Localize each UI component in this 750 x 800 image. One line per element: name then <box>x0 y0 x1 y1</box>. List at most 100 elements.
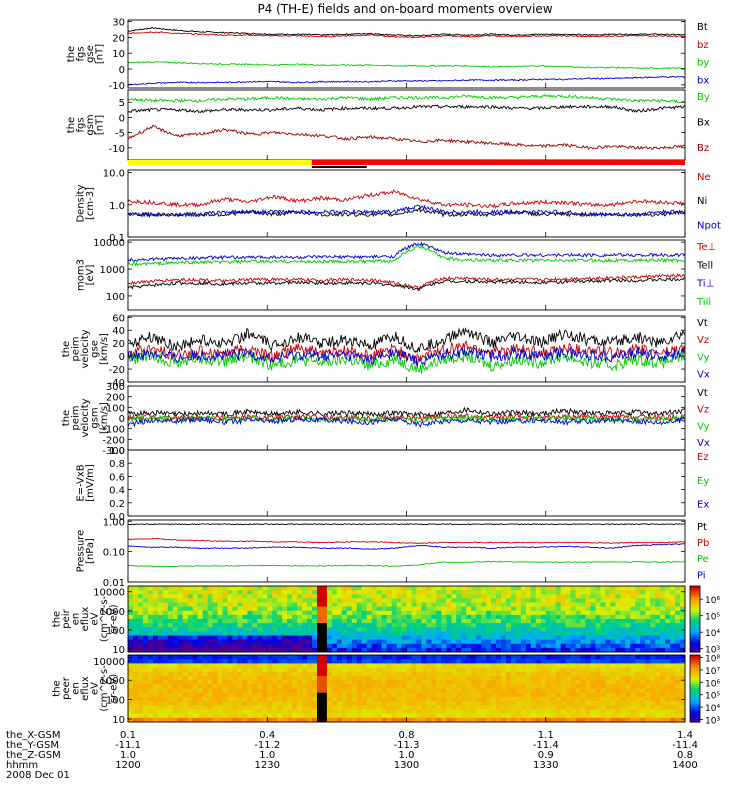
spectrogram-cell <box>506 709 512 715</box>
spectrogram-cell <box>665 610 671 616</box>
panel-frame <box>127 169 686 238</box>
spectrogram-cell <box>635 639 641 645</box>
spectrogram-cell <box>242 717 248 723</box>
spectrogram-cell <box>222 663 228 669</box>
spectrogram-cell <box>590 705 596 710</box>
spectrogram-cell <box>182 598 189 603</box>
spectrogram-cell <box>222 709 228 715</box>
spectrogram-cell <box>366 663 373 669</box>
spectrogram-cell <box>207 675 214 681</box>
spectrogram-cell <box>456 717 462 723</box>
spectrogram-cell <box>222 655 228 660</box>
spectrogram-cell <box>137 627 144 632</box>
spectrogram-cell <box>501 705 507 710</box>
spectrogram-cell <box>207 631 214 636</box>
spectrogram-cell <box>540 602 547 608</box>
spectrogram-cell <box>133 659 139 664</box>
spectrogram-cell <box>545 655 552 660</box>
spectrogram-cell <box>675 688 681 694</box>
spectrogram-cell <box>605 647 611 653</box>
spectrogram-cell <box>381 619 388 624</box>
spectrogram-cell <box>476 594 482 599</box>
spectrogram-cell <box>356 713 363 719</box>
y-tick-label: 0.2 <box>109 499 125 510</box>
spectrogram-cell <box>202 647 209 653</box>
y-tick-label: 1.0 <box>109 201 125 212</box>
spectrogram-cell <box>620 684 626 689</box>
spectrogram-cell <box>217 655 223 660</box>
spectrogram-cell <box>555 590 562 595</box>
spectrogram-cell <box>496 639 502 645</box>
spectrogram-cell <box>381 688 388 694</box>
spectrogram-cell <box>232 586 238 591</box>
spectrogram-cell <box>322 635 328 641</box>
spectrogram-cell <box>391 631 398 636</box>
spectrogram-cell <box>142 631 149 636</box>
spectrogram-cell <box>650 705 656 710</box>
spectrogram-cell <box>610 631 616 636</box>
spectrogram-cell <box>331 696 338 702</box>
spectrogram-cell <box>177 713 184 719</box>
spectrogram-cell <box>570 647 577 653</box>
spectrogram-cell <box>615 627 621 632</box>
spectrogram-cell <box>436 680 442 685</box>
spectrogram-cell <box>625 610 631 616</box>
ephem-label-date: 2008 Dec 01 <box>6 770 70 781</box>
spectrogram-cell <box>501 606 507 612</box>
spectrogram-cell <box>446 606 452 612</box>
spectrogram-cell <box>292 627 298 632</box>
spectrogram-cell <box>277 684 283 689</box>
spectrogram-cell <box>307 602 313 608</box>
spectrogram-cell <box>267 696 273 702</box>
spectrogram-cell <box>481 701 487 706</box>
spectrogram-cell <box>456 623 462 628</box>
spectrogram-cell <box>630 684 636 689</box>
spectrogram-cell <box>680 614 686 620</box>
spectrogram-cell <box>267 606 273 612</box>
spectrogram-cell <box>510 643 517 649</box>
spectrogram-cell <box>406 631 412 636</box>
spectrogram-cell <box>252 647 258 653</box>
spectrogram-cell <box>665 705 671 710</box>
spectrogram-cell <box>575 614 582 620</box>
spectrogram-cell <box>555 659 562 664</box>
spectrogram-cell <box>157 717 164 723</box>
spectrogram-cell <box>322 606 328 612</box>
spectrogram-cell <box>640 614 646 620</box>
spectrogram-cell <box>431 696 437 702</box>
spectrogram-cell <box>680 631 686 636</box>
spectrogram-cell <box>237 623 243 628</box>
spectrogram-cell <box>257 671 263 677</box>
spectrogram-cell <box>476 680 482 685</box>
spectrogram-cell <box>187 610 194 616</box>
spectrogram-cell <box>580 675 587 681</box>
spectrogram-cell <box>441 709 447 715</box>
spectrogram-cell <box>202 713 209 719</box>
spectrogram-cell <box>580 717 587 723</box>
ephem-y-value: -11.1 <box>115 740 141 751</box>
spectrogram-cell <box>167 598 174 603</box>
spectrogram-cell <box>361 713 368 719</box>
spectrogram-cell <box>182 635 189 641</box>
spectrogram-cell <box>336 713 343 719</box>
spectrogram-cell <box>128 705 134 710</box>
spectrogram-cell <box>491 610 497 616</box>
spectrogram-cell <box>376 655 383 660</box>
spectrogram-cell <box>376 675 383 681</box>
spectrogram-cell <box>580 598 587 603</box>
spectrogram-cell <box>585 602 591 608</box>
spectrogram-cell <box>550 635 557 641</box>
spectrogram-cell <box>461 594 467 599</box>
spectrogram-cell <box>406 696 412 702</box>
spectrogram-cell <box>456 606 462 612</box>
spectrogram-cell <box>670 606 676 612</box>
spectrogram-cell <box>232 709 238 715</box>
spectrogram-cell <box>336 631 343 636</box>
spectrogram-cell <box>391 701 398 706</box>
spectrogram-cell <box>152 713 159 719</box>
spectrogram-cell <box>461 709 467 715</box>
spectrogram-cell <box>670 705 676 710</box>
spectrogram-cell <box>471 586 477 591</box>
spectrogram-cell <box>501 671 507 677</box>
